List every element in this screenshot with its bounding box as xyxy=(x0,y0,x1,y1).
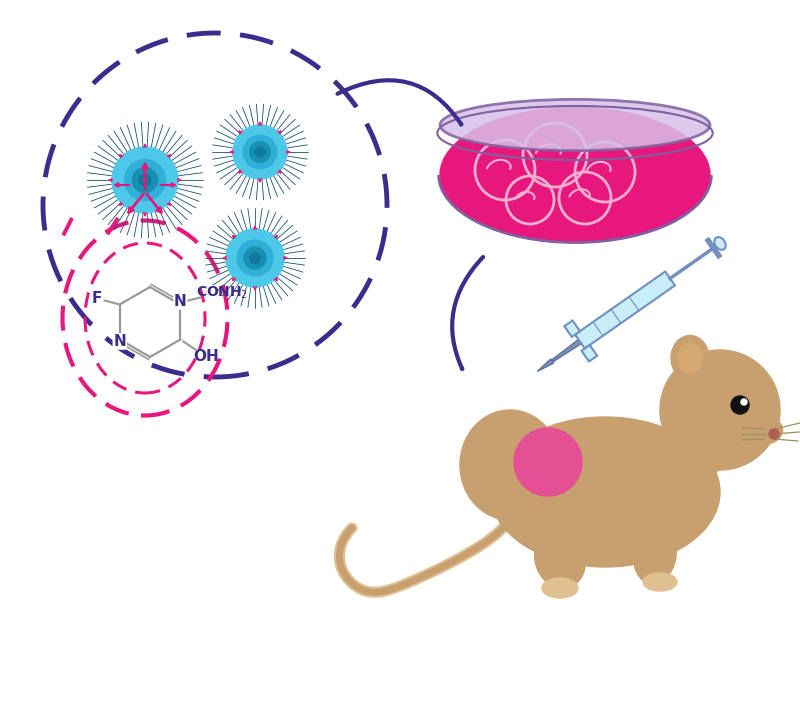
Polygon shape xyxy=(538,359,554,371)
Ellipse shape xyxy=(678,343,702,373)
Circle shape xyxy=(244,247,266,269)
Circle shape xyxy=(731,396,749,414)
Ellipse shape xyxy=(490,417,720,567)
Text: OH: OH xyxy=(194,349,219,364)
Circle shape xyxy=(243,136,277,169)
Text: N: N xyxy=(174,294,186,309)
Circle shape xyxy=(250,142,270,163)
Polygon shape xyxy=(575,271,675,349)
Circle shape xyxy=(237,240,273,276)
Ellipse shape xyxy=(460,410,560,520)
FancyArrowPatch shape xyxy=(452,257,483,369)
Ellipse shape xyxy=(634,526,676,584)
Ellipse shape xyxy=(665,415,735,475)
Polygon shape xyxy=(564,320,580,337)
Circle shape xyxy=(250,253,260,263)
Circle shape xyxy=(125,160,166,200)
Ellipse shape xyxy=(671,336,709,381)
Circle shape xyxy=(233,125,287,179)
Circle shape xyxy=(514,428,582,496)
Ellipse shape xyxy=(440,107,710,243)
Text: CONH$_2$: CONH$_2$ xyxy=(196,284,249,301)
Ellipse shape xyxy=(440,99,710,151)
Circle shape xyxy=(660,350,780,470)
Ellipse shape xyxy=(643,573,677,591)
Polygon shape xyxy=(582,345,597,361)
Polygon shape xyxy=(548,339,582,364)
Ellipse shape xyxy=(714,237,726,250)
Circle shape xyxy=(133,168,158,192)
Circle shape xyxy=(226,229,284,287)
Ellipse shape xyxy=(542,578,578,598)
Circle shape xyxy=(139,174,151,186)
Circle shape xyxy=(741,399,747,405)
Circle shape xyxy=(112,147,178,213)
Text: F: F xyxy=(91,291,102,306)
Circle shape xyxy=(769,429,779,439)
Text: N: N xyxy=(114,334,126,349)
Ellipse shape xyxy=(747,416,782,444)
Ellipse shape xyxy=(534,528,586,589)
Circle shape xyxy=(255,147,265,157)
FancyArrowPatch shape xyxy=(338,80,462,124)
